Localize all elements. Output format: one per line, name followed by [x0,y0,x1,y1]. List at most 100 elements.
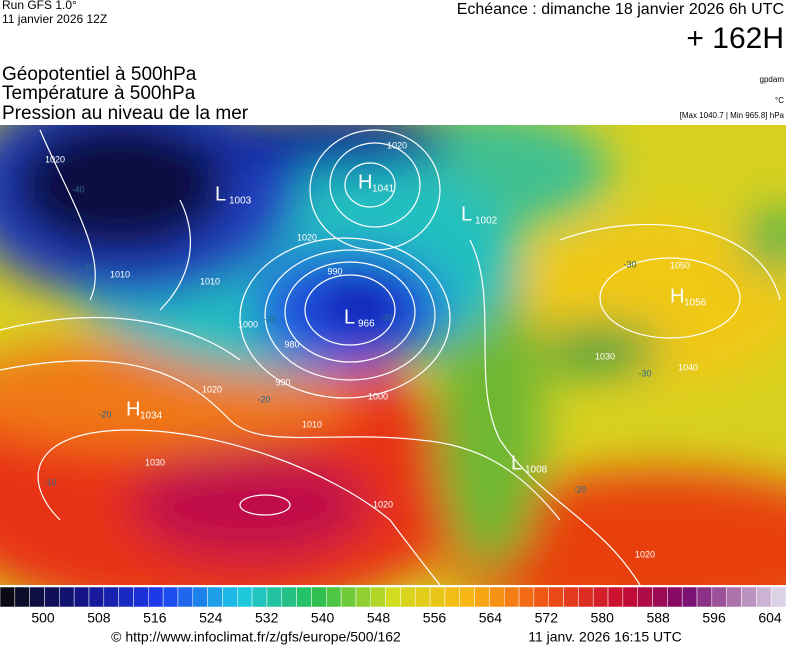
legend-tick-label: 548 [367,610,391,626]
legend-tick-label: 516 [143,610,167,626]
color-cell [385,586,401,608]
color-cell [681,586,698,608]
legend-tick-label: 564 [479,610,503,626]
isobar-label: 1020 [387,140,407,150]
isobar-label: 980 [284,339,299,349]
center-value: 1041 [372,184,395,195]
color-cell [340,586,357,608]
color-cell [118,586,134,608]
temperature-label: -30 [638,368,651,378]
isobar-label: 1010 [200,276,220,286]
center-letter: H [358,171,372,193]
isobar-label: 1040 [678,362,698,372]
color-cell [59,586,75,608]
color-cell [326,586,342,608]
isobar-label: 1020 [202,384,222,394]
color-cell [148,586,164,608]
color-cell [14,586,30,608]
lead-time: + 162H [686,22,784,55]
color-cell [296,586,312,608]
color-cell [503,586,520,608]
color-cell [667,586,683,608]
temperature-label: -20 [573,484,586,494]
color-cell [489,586,505,608]
color-cell [429,586,446,608]
color-cell [548,586,564,608]
temperature-label: -30 [379,312,392,322]
isobar-label: 1030 [595,351,615,361]
color-cell [0,586,16,608]
legend-tick-label: 508 [87,610,111,626]
color-cell [222,586,238,608]
echeance: Echéance : dimanche 18 janvier 2026 6h U… [457,1,784,18]
legend-tick-label: 580 [591,610,615,626]
isobar-label: 990 [327,266,342,276]
legend-tick-label: 540 [311,610,335,626]
color-cell [44,586,60,608]
isobar-label: 990 [275,377,290,387]
center-letter: H [126,398,140,420]
unit: gpdam [760,75,785,84]
temperature-label: -10 [43,477,56,487]
generated: 11 janv. 2026 16:15 UTC [528,629,682,645]
color-cell [355,586,372,608]
center-value: 1034 [140,411,163,422]
title: Pression au niveau de la mer [2,103,249,124]
color-cell [741,586,757,608]
color-cell [88,586,105,608]
isobar-label: 1020 [45,154,65,164]
color-cell [207,586,223,608]
color-cell [533,586,549,608]
color-cell [696,586,713,608]
legend-tick-label: 604 [758,610,782,626]
title: Température à 500hPa [2,83,196,104]
temperature-label: -40 [81,262,94,272]
color-cell [73,586,90,608]
color-cell [237,586,253,608]
color-cell [29,586,45,608]
color-cell [592,586,609,608]
isobar-label: 1020 [297,232,317,242]
center-value: 1002 [475,216,498,227]
unit: [Max 1040.7 | Min 965.8] hPa [680,111,785,120]
legend-tick-label: 556 [423,610,447,626]
color-cell [637,586,653,608]
color-cell [711,586,727,608]
isobar-label: 1000 [238,319,258,329]
isobar-label: 1020 [635,549,655,559]
legend-tick-label: 524 [199,610,223,626]
color-cell [192,586,208,608]
temperature-label: -40 [71,184,84,194]
isobar-label: 1010 [110,269,130,279]
unit: °C [775,96,784,105]
center-value: 1003 [229,196,252,207]
title: Géopotentiel à 500hPa [2,64,197,85]
isobar-label: 1030 [145,457,165,467]
isobar-label: 1050 [670,260,690,270]
center-letter: L [215,183,226,205]
color-cell [518,586,535,608]
legend-tick-label: 572 [535,610,559,626]
color-cell [133,586,149,608]
color-cell [726,586,742,608]
center-letter: L [344,306,355,328]
color-cell [311,586,327,608]
source: © http://www.infoclimat.fr/z/gfs/europe/… [111,629,401,645]
temperature-label: -30 [263,314,276,324]
isobar-label: 1000 [368,391,388,401]
isobar-label: 1010 [302,419,322,429]
color-cell [400,586,416,608]
color-cell [563,586,579,608]
legend-tick-label: 532 [255,610,279,626]
color-cell [444,586,460,608]
temperature-label: -20 [98,409,111,419]
color-cell [459,586,475,608]
legend-tick-label: 588 [646,610,670,626]
color-cell [162,586,179,608]
temperature-label: -30 [623,259,636,269]
color-cell [607,586,624,608]
color-cell [770,586,786,608]
color-cell [414,586,431,608]
color-cell [652,586,668,608]
